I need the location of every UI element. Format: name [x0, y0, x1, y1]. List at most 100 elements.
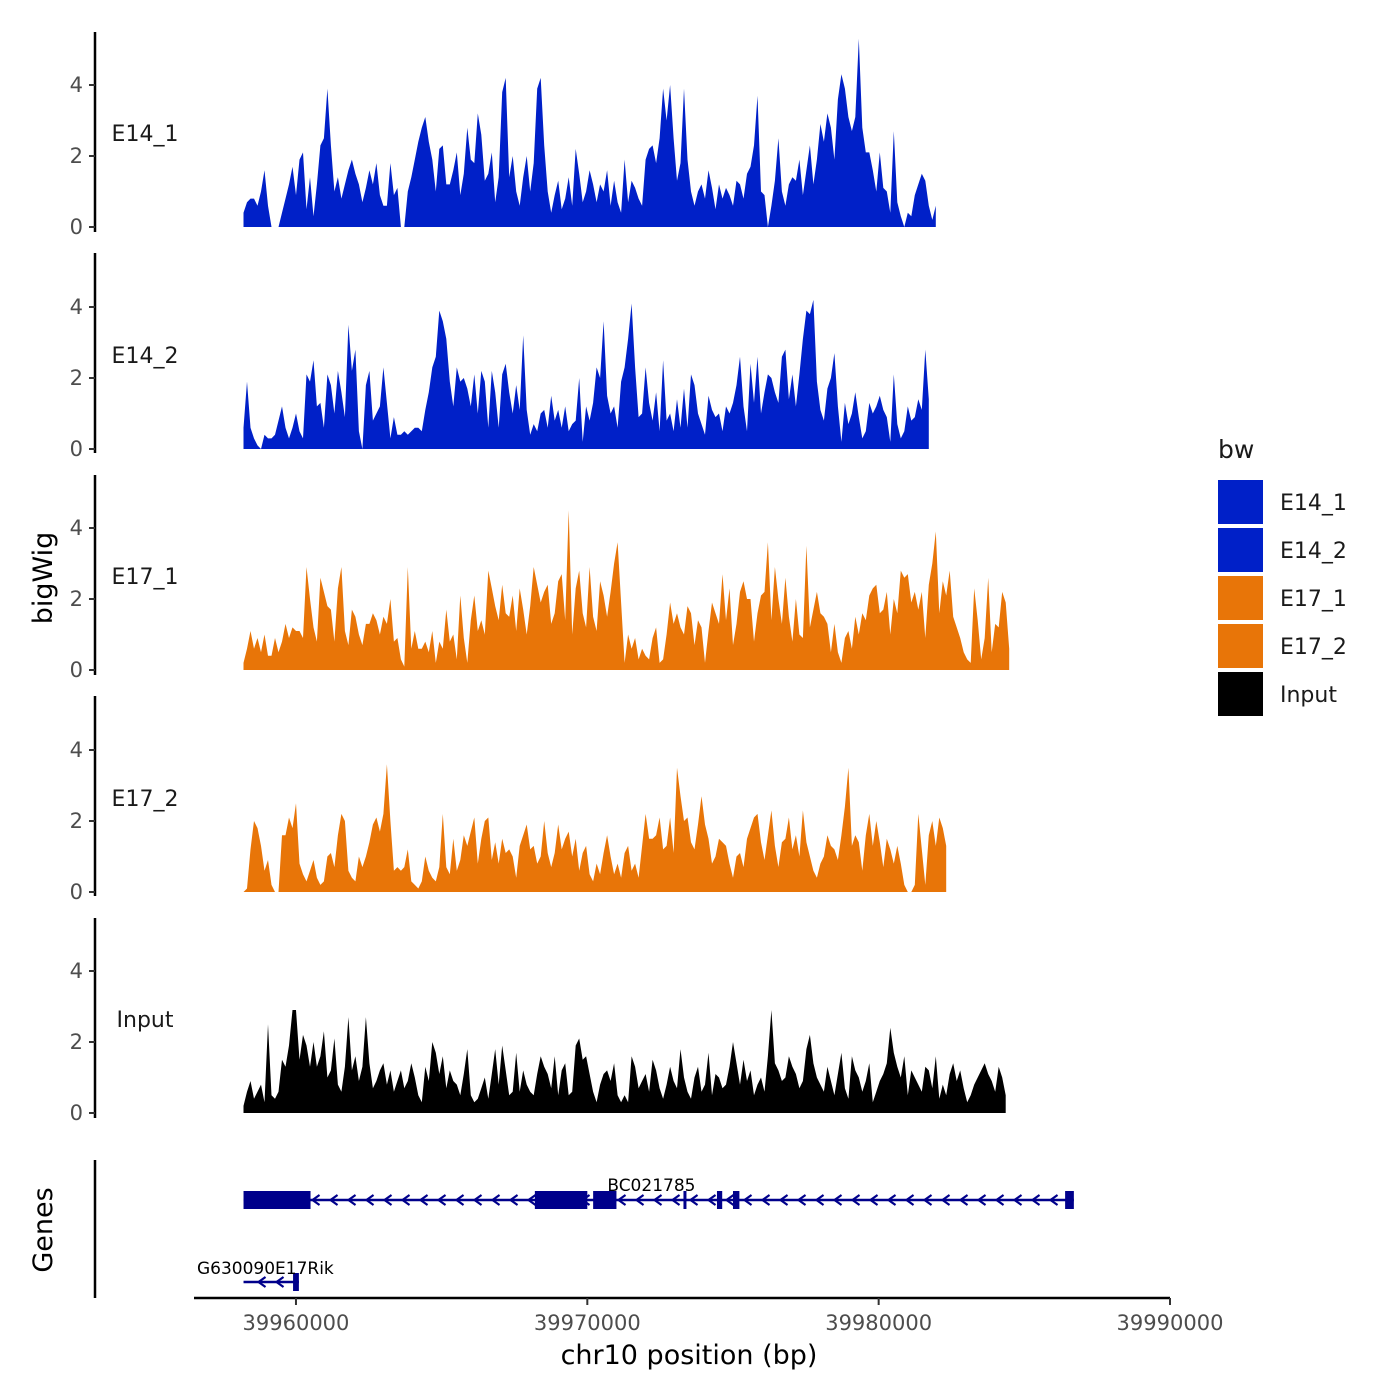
- genes-axis-title: Genes: [28, 1187, 59, 1272]
- strand-arrow: [256, 1276, 267, 1288]
- legend-swatch: [1218, 480, 1263, 524]
- y-tick-label: 2: [70, 1030, 83, 1054]
- exon-box: [732, 1191, 740, 1209]
- y-tick-label: 4: [70, 295, 83, 319]
- legend-label: E17_2: [1280, 635, 1347, 660]
- strand-arrow: [490, 1194, 501, 1206]
- strand-arrow: [814, 1194, 825, 1206]
- strand-arrow: [436, 1194, 447, 1206]
- track-label: E14_1: [112, 122, 179, 147]
- strand-arrow: [616, 1194, 627, 1206]
- track-e14-1: 0 2 4 E14_1: [70, 32, 936, 239]
- strand-arrow: [832, 1194, 843, 1206]
- legend-label: Input: [1280, 683, 1337, 708]
- gene-g630090e17rik: G630090E17Rik: [197, 1259, 334, 1291]
- strand-arrow: [688, 1194, 699, 1206]
- track-label: Input: [117, 1008, 174, 1033]
- y-axis-title: bigWig: [28, 532, 59, 625]
- y-tick-label: 0: [70, 437, 83, 461]
- coverage-area: [243, 1010, 1006, 1113]
- track-label: E14_2: [112, 344, 179, 369]
- y-tick-label: 0: [70, 880, 83, 904]
- exon-box: [534, 1191, 588, 1209]
- coverage-area: [243, 38, 936, 227]
- tracks-area: 0 2 4 E14_1 0 2 4 E14_2 0 2 4 E17_1 0 2 4 E17_2 0 2 4 Input: [70, 32, 1010, 1125]
- strand-arrow: [886, 1194, 897, 1206]
- strand-arrow: [994, 1194, 1005, 1206]
- track-input: 0 2 4 Input: [70, 918, 1006, 1125]
- legend-swatch: [1218, 528, 1263, 572]
- gene-label: G630090E17Rik: [197, 1259, 334, 1279]
- strand-arrow: [922, 1194, 933, 1206]
- track-e17-1: 0 2 4 E17_1: [70, 475, 1010, 682]
- strand-arrow: [346, 1194, 357, 1206]
- strand-arrow: [1048, 1194, 1059, 1206]
- track-label: E17_2: [112, 787, 179, 812]
- y-tick-label: 0: [70, 658, 83, 682]
- strand-arrow: [796, 1194, 807, 1206]
- legend: bw E14_1 E14_2 E17_1 E17_2 Input: [1218, 435, 1347, 716]
- y-tick-label: 4: [70, 516, 83, 540]
- legend-swatch: [1218, 576, 1263, 620]
- strand-arrow: [868, 1194, 879, 1206]
- gene-label: BC021785: [607, 1176, 695, 1196]
- strand-arrow: [1030, 1194, 1041, 1206]
- strand-arrow: [634, 1194, 645, 1206]
- x-axis-title: chr10 position (bp): [561, 1340, 818, 1371]
- x-tick-label: 39970000: [534, 1311, 641, 1335]
- strand-arrow: [1012, 1194, 1023, 1206]
- y-tick-label: 0: [70, 215, 83, 239]
- strand-arrow: [274, 1276, 285, 1288]
- strand-arrow: [328, 1194, 339, 1206]
- legend-swatch: [1218, 672, 1263, 716]
- x-tick-label: 39980000: [825, 1311, 932, 1335]
- x-tick-label: 39960000: [243, 1311, 350, 1335]
- exon-box: [243, 1191, 311, 1209]
- exon-box: [683, 1191, 687, 1209]
- strand-arrow: [850, 1194, 861, 1206]
- y-tick-label: 4: [70, 959, 83, 983]
- strand-arrow: [454, 1194, 465, 1206]
- coverage-area: [243, 510, 1010, 670]
- strand-arrow: [364, 1194, 375, 1206]
- strand-arrow: [976, 1194, 987, 1206]
- y-tick-label: 0: [70, 1101, 83, 1125]
- strand-arrow: [904, 1194, 915, 1206]
- coverage-area: [243, 299, 929, 449]
- strand-arrow: [400, 1194, 411, 1206]
- legend-title: bw: [1218, 435, 1254, 464]
- track-e14-2: 0 2 4 E14_2: [70, 253, 929, 461]
- strand-arrow: [742, 1194, 753, 1206]
- y-tick-label: 2: [70, 587, 83, 611]
- strand-arrow: [706, 1194, 717, 1206]
- strand-arrow: [418, 1194, 429, 1206]
- legend-label: E14_1: [1280, 491, 1347, 516]
- strand-arrow: [652, 1194, 663, 1206]
- gene-bc021785: BC021785: [243, 1176, 1074, 1209]
- legend-label: E14_2: [1280, 539, 1347, 564]
- legend-swatch: [1218, 624, 1263, 668]
- strand-arrow: [508, 1194, 519, 1206]
- strand-arrow: [958, 1194, 969, 1206]
- y-tick-label: 2: [70, 144, 83, 168]
- exon-box: [593, 1191, 617, 1209]
- exon-box: [716, 1191, 723, 1209]
- coverage-area: [243, 764, 947, 892]
- strand-arrow: [382, 1194, 393, 1206]
- x-axis: 39960000 39970000 39980000 39990000: [194, 1296, 1224, 1335]
- genes-panel: BC021785 G630090E17Rik: [93, 1160, 1074, 1298]
- strand-arrow: [310, 1194, 321, 1206]
- x-tick-label: 39990000: [1117, 1311, 1224, 1335]
- legend-label: E17_1: [1280, 587, 1347, 612]
- y-tick-label: 4: [70, 738, 83, 762]
- strand-arrow: [526, 1194, 537, 1206]
- strand-arrow: [760, 1194, 771, 1206]
- strand-arrow: [940, 1194, 951, 1206]
- exon-box: [293, 1273, 299, 1291]
- exon-box: [1065, 1191, 1074, 1209]
- y-tick-label: 2: [70, 366, 83, 390]
- y-tick-label: 4: [70, 73, 83, 97]
- strand-arrow: [670, 1194, 681, 1206]
